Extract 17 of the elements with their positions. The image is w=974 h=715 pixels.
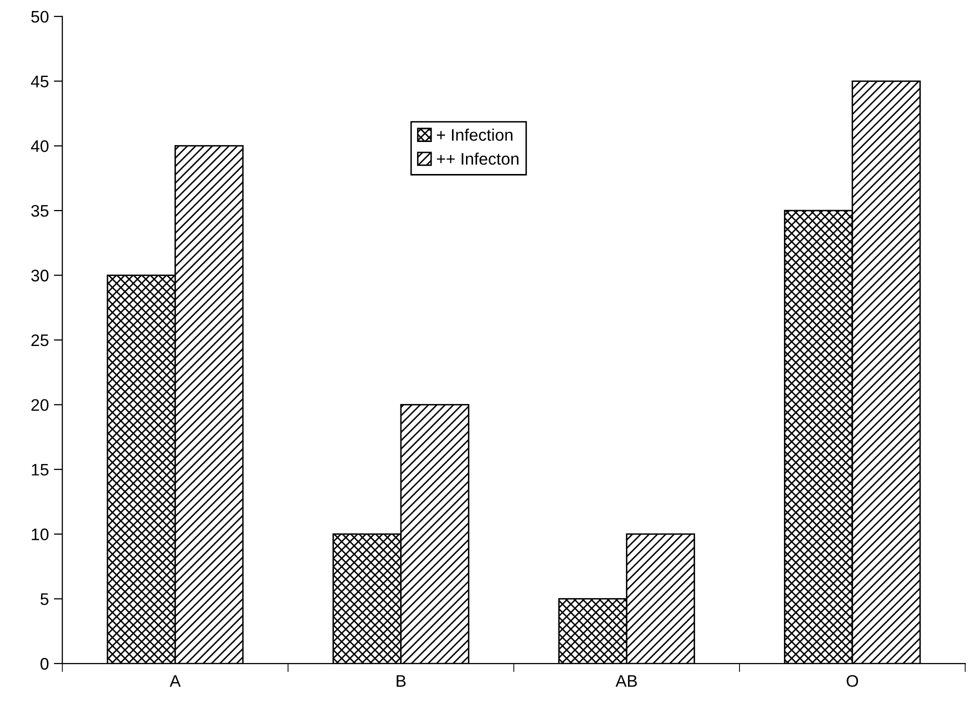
legend-label: + Infection [436, 128, 512, 141]
y-tick-label: 50 [31, 10, 48, 23]
y-tick-label: 20 [31, 399, 48, 411]
x-tick-label: O [846, 675, 858, 687]
y-tick-label: 15 [32, 464, 48, 476]
y-tick-label: 45 [30, 76, 48, 88]
x-tick-label: B [396, 675, 406, 687]
y-tick-label: 5 [40, 593, 48, 606]
y-tick-label: 40 [30, 140, 48, 152]
y-tick-label: 10 [32, 528, 48, 540]
y-tick-label: 30 [31, 270, 48, 282]
y-tick-label: 0 [40, 658, 48, 670]
legend-label: ++ Infecton [436, 152, 518, 165]
y-tick-label: 35 [31, 204, 48, 217]
y-tick-label: 25 [31, 334, 48, 346]
x-tick-label: A [170, 675, 181, 687]
x-tick-label: AB [616, 675, 637, 687]
